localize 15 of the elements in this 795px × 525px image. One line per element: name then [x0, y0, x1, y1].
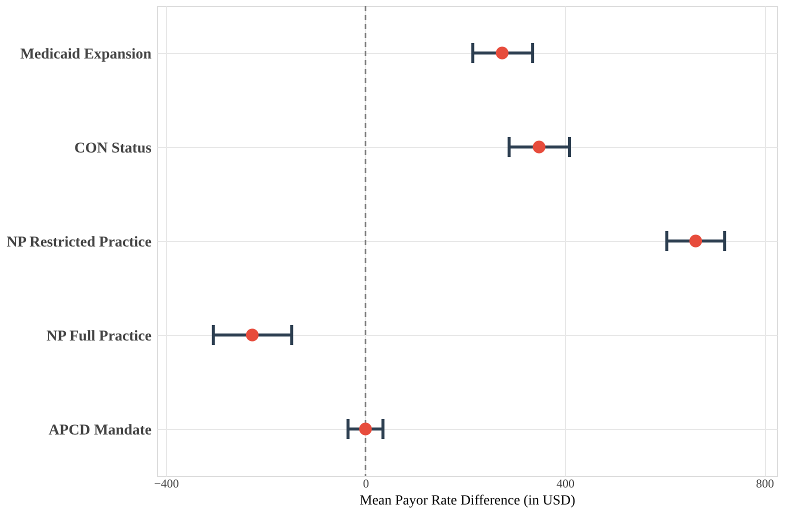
- x-tick-label: 400: [556, 476, 575, 490]
- x-axis-title: Mean Payor Rate Difference (in USD): [360, 494, 576, 508]
- point: [359, 422, 372, 436]
- y-tick-label: NP Restricted Practice: [6, 234, 152, 250]
- y-tick-label: Medicaid Expansion: [20, 46, 152, 62]
- point: [532, 140, 546, 154]
- x-tick-label: −400: [154, 476, 179, 490]
- y-tick-label: NP Full Practice: [46, 328, 152, 344]
- y-tick-label: CON Status: [74, 140, 152, 156]
- point: [246, 328, 259, 342]
- x-tick-label: 800: [756, 476, 774, 490]
- point: [689, 234, 702, 248]
- y-tick-label: APCD Mandate: [48, 422, 152, 438]
- x-tick-label: 0: [362, 476, 369, 490]
- point: [496, 46, 508, 60]
